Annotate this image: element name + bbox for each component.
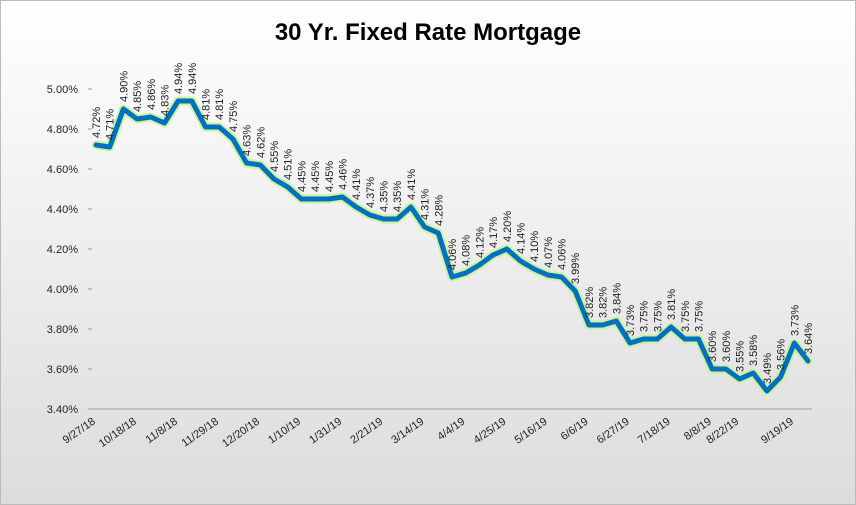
y-tick-label: 4.60% — [47, 164, 78, 176]
data-label: 4.86% — [146, 79, 158, 110]
data-label: 3.75% — [693, 301, 705, 332]
data-label: 4.41% — [351, 169, 363, 200]
data-label: 3.81% — [666, 289, 678, 320]
data-label: 4.94% — [173, 63, 185, 94]
data-label: 4.83% — [159, 85, 171, 116]
data-label: 3.73% — [789, 305, 801, 336]
data-label: 4.94% — [187, 63, 199, 94]
data-label: 4.12% — [474, 227, 486, 258]
data-label: 3.64% — [803, 323, 815, 354]
data-label: 3.82% — [598, 287, 610, 318]
data-label: 4.62% — [255, 127, 267, 158]
data-label: 3.84% — [611, 283, 623, 314]
data-label: 3.56% — [776, 339, 788, 370]
data-label: 4.72% — [91, 107, 103, 138]
data-label: 4.90% — [118, 71, 130, 102]
data-label: 4.37% — [365, 177, 377, 208]
data-label: 4.07% — [543, 237, 555, 268]
data-label: 4.63% — [242, 125, 254, 156]
data-label: 4.45% — [310, 161, 322, 192]
y-tick-label: 3.80% — [47, 324, 78, 336]
chart-title: 30 Yr. Fixed Rate Mortgage — [275, 19, 581, 46]
y-tick-label: 3.60% — [47, 364, 78, 376]
data-label: 4.46% — [337, 159, 349, 190]
data-label: 4.06% — [447, 239, 459, 270]
data-label: 4.14% — [515, 223, 527, 254]
data-label: 3.82% — [584, 287, 596, 318]
data-label: 3.75% — [652, 301, 664, 332]
data-label: 4.85% — [132, 81, 144, 112]
data-label: 4.08% — [461, 235, 473, 266]
data-label: 3.49% — [762, 353, 774, 384]
data-label: 3.60% — [707, 331, 719, 362]
data-label: 4.20% — [502, 211, 514, 242]
data-label: 3.99% — [570, 253, 582, 284]
data-label: 4.81% — [214, 89, 226, 120]
data-label: 3.73% — [625, 305, 637, 336]
y-tick-label: 4.40% — [47, 204, 78, 216]
data-label: 3.75% — [680, 301, 692, 332]
data-label: 4.35% — [392, 181, 404, 212]
data-label: 4.55% — [269, 141, 281, 172]
y-tick-label: 5.00% — [47, 84, 78, 96]
data-label: 4.45% — [324, 161, 336, 192]
data-label: 4.41% — [406, 169, 418, 200]
data-label: 4.35% — [379, 181, 391, 212]
data-label: 3.60% — [721, 331, 733, 362]
y-tick-label: 4.20% — [47, 244, 78, 256]
data-label: 4.28% — [433, 195, 445, 226]
y-tick-label: 4.80% — [47, 124, 78, 136]
y-tick-label: 4.00% — [47, 284, 78, 296]
y-tick-label: 3.40% — [47, 404, 78, 416]
line — [93, 98, 811, 394]
data-label: 4.06% — [557, 239, 569, 270]
data-label: 4.45% — [296, 161, 308, 192]
data-label: 3.75% — [639, 301, 651, 332]
data-label: 4.31% — [420, 189, 432, 220]
data-label: 4.81% — [201, 89, 213, 120]
data-label: 3.58% — [748, 335, 760, 366]
data-label: 4.75% — [228, 101, 240, 132]
data-label: 4.71% — [105, 109, 117, 140]
data-label: 4.10% — [529, 231, 541, 262]
data-label: 3.55% — [735, 341, 747, 372]
data-label: 4.17% — [488, 217, 500, 248]
data-label: 4.51% — [283, 149, 295, 180]
